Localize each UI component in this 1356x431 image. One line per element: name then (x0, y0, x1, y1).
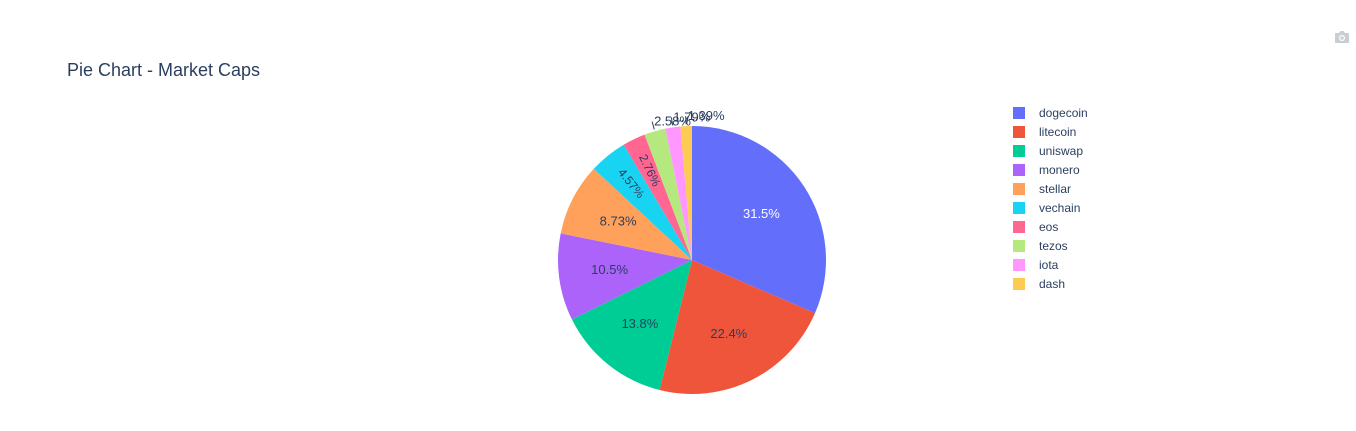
legend-label-dash: dash (1039, 277, 1065, 291)
legend-item-eos[interactable]: eos (1013, 220, 1058, 234)
legend-label-tezos: tezos (1039, 239, 1068, 253)
legend-label-eos: eos (1039, 220, 1058, 234)
legend-item-tezos[interactable]: tezos (1013, 239, 1068, 253)
slice-label-iota: 1.79% (673, 109, 710, 124)
legend-label-vechain: vechain (1039, 201, 1080, 215)
slice-label-uniswap: 13.8% (621, 316, 658, 331)
legend-item-dash[interactable]: dash (1013, 277, 1065, 291)
slice-label-monero: 10.5% (591, 262, 628, 277)
pie-slices (558, 126, 826, 394)
slice-label-stellar: 8.73% (600, 213, 637, 228)
leader-line-iota (670, 117, 674, 126)
chart-title: Pie Chart - Market Caps (67, 60, 260, 80)
legend-swatch-dash (1013, 278, 1025, 290)
slice-label-tezos: 2.58% (654, 114, 691, 129)
legend-swatch-stellar (1013, 183, 1025, 195)
pie-slice-tezos[interactable] (644, 128, 692, 260)
legend-label-dogecoin: dogecoin (1039, 106, 1088, 120)
legend-swatch-litecoin (1013, 126, 1025, 138)
legend-swatch-iota (1013, 259, 1025, 271)
legend-item-stellar[interactable]: stellar (1013, 182, 1071, 196)
slice-label-dogecoin: 31.5% (743, 206, 780, 221)
legend-item-iota[interactable]: iota (1013, 258, 1059, 272)
legend-item-dogecoin[interactable]: dogecoin (1013, 106, 1088, 120)
pie-slice-stellar[interactable] (560, 168, 692, 260)
legend-item-monero[interactable]: monero (1013, 163, 1080, 177)
legend-label-iota: iota (1039, 258, 1059, 272)
legend-label-stellar: stellar (1039, 182, 1071, 196)
slice-label-dash: 1.39% (688, 108, 725, 123)
legend-item-uniswap[interactable]: uniswap (1013, 144, 1083, 158)
pie-slice-dogecoin[interactable] (692, 126, 826, 314)
legend-swatch-eos (1013, 221, 1025, 233)
pie-slice-iota[interactable] (665, 126, 692, 260)
legend-label-uniswap: uniswap (1039, 144, 1083, 158)
pie-slice-vechain[interactable] (593, 144, 692, 260)
legend-swatch-tezos (1013, 240, 1025, 252)
legend-item-litecoin[interactable]: litecoin (1013, 125, 1076, 139)
legend-swatch-dogecoin (1013, 107, 1025, 119)
slice-label-litecoin: 22.4% (710, 326, 747, 341)
pie-slice-litecoin[interactable] (659, 260, 816, 394)
pie-slice-monero[interactable] (558, 233, 692, 320)
camera-icon[interactable] (1334, 30, 1350, 44)
pie-slice-uniswap[interactable] (571, 260, 692, 391)
legend-label-litecoin: litecoin (1039, 125, 1076, 139)
leader-line-tezos (651, 121, 655, 130)
legend-label-monero: monero (1039, 163, 1080, 177)
legend-swatch-uniswap (1013, 145, 1025, 157)
legend: dogecoin litecoin uniswap monero stellar vech… (1013, 106, 1088, 291)
legend-swatch-vechain (1013, 202, 1025, 214)
pie-slice-dash[interactable] (680, 126, 692, 260)
pie-slice-eos[interactable] (623, 134, 692, 260)
legend-item-vechain[interactable]: vechain (1013, 201, 1080, 215)
legend-swatch-monero (1013, 164, 1025, 176)
